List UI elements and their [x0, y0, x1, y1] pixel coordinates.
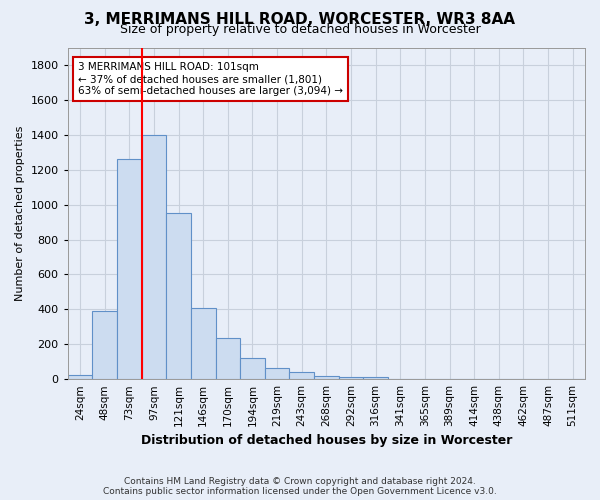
Bar	[314, 376, 338, 379]
Bar	[142, 135, 166, 379]
Bar	[117, 159, 142, 379]
Bar	[265, 368, 289, 379]
Text: Contains HM Land Registry data © Crown copyright and database right 2024.
Contai: Contains HM Land Registry data © Crown c…	[103, 476, 497, 496]
Bar	[240, 358, 265, 379]
Bar	[215, 338, 240, 379]
X-axis label: Distribution of detached houses by size in Worcester: Distribution of detached houses by size …	[140, 434, 512, 448]
Bar	[364, 378, 388, 379]
Bar	[166, 214, 191, 379]
Bar	[338, 376, 364, 379]
Bar	[289, 372, 314, 379]
Bar	[191, 308, 215, 379]
Y-axis label: Number of detached properties: Number of detached properties	[15, 126, 25, 301]
Text: Size of property relative to detached houses in Worcester: Size of property relative to detached ho…	[119, 22, 481, 36]
Bar	[68, 375, 92, 379]
Text: 3, MERRIMANS HILL ROAD, WORCESTER, WR3 8AA: 3, MERRIMANS HILL ROAD, WORCESTER, WR3 8…	[85, 12, 515, 28]
Text: 3 MERRIMANS HILL ROAD: 101sqm
← 37% of detached houses are smaller (1,801)
63% o: 3 MERRIMANS HILL ROAD: 101sqm ← 37% of d…	[78, 62, 343, 96]
Bar	[92, 311, 117, 379]
